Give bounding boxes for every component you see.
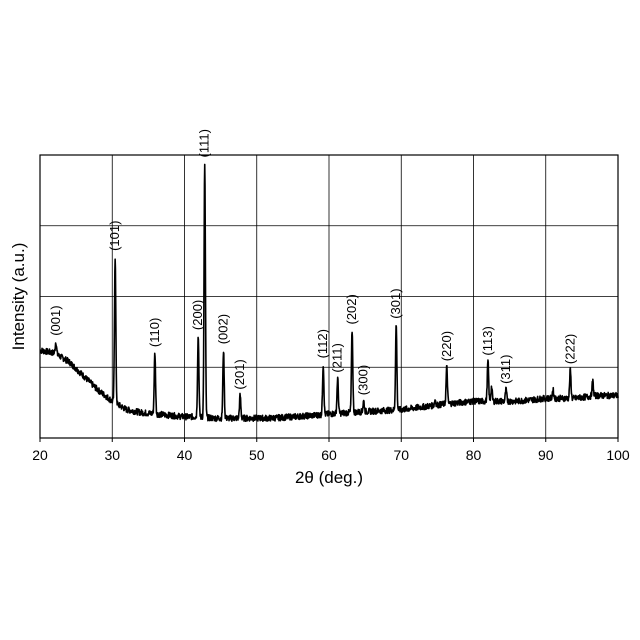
x-tick-label: 90	[538, 447, 554, 463]
peak-label: (222)	[562, 334, 577, 364]
x-tick-label: 50	[249, 447, 265, 463]
x-tick-label: 70	[393, 447, 409, 463]
peak-label: (112)	[315, 329, 330, 358]
y-axis-title: Intensity (a.u.)	[9, 243, 28, 351]
x-tick-label: 60	[321, 447, 337, 463]
grid-lines	[40, 155, 618, 438]
x-axis-title: 2θ (deg.)	[295, 468, 363, 487]
x-tick-label: 80	[466, 447, 482, 463]
peak-label: (220)	[439, 331, 454, 361]
peak-label: (202)	[344, 294, 359, 324]
peak-label: (200)	[190, 300, 205, 330]
peak-label: (311)	[498, 355, 513, 384]
peak-label: (101)	[107, 221, 122, 251]
peak-label: (001)	[48, 305, 63, 335]
peak-label: (301)	[388, 288, 403, 318]
x-axis-ticks: 20 30 40 50 60 70 80 90 100	[32, 438, 630, 463]
x-tick-label: 40	[177, 447, 193, 463]
peak-label: (300)	[356, 365, 371, 395]
peak-label: (110)	[147, 318, 162, 347]
peak-label: (201)	[232, 359, 247, 389]
x-tick-label: 20	[32, 447, 48, 463]
peak-label: (111)	[197, 129, 212, 157]
x-tick-label: 100	[606, 447, 630, 463]
peak-labels: (001) (101) (110) (200) (111) (002)(201) (112)…	[48, 129, 577, 395]
peak-label: (002)	[216, 314, 231, 344]
peak-label: (113)	[480, 326, 495, 355]
peak-label: (211)	[330, 343, 345, 372]
x-tick-label: 30	[104, 447, 120, 463]
